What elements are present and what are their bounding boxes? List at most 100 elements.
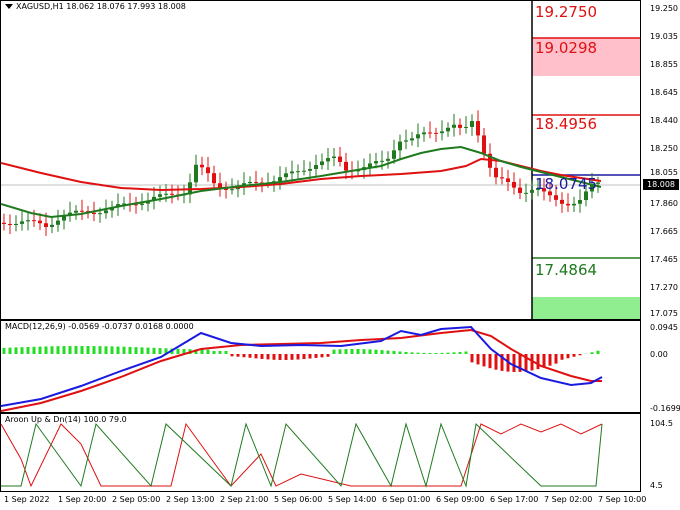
level-label-1: 19.2750 — [535, 3, 598, 21]
main-header: XAGUSD,H1 18.062 18.076 17.993 18.008 — [5, 2, 186, 11]
aroon-pane[interactable]: Aroon Up & Dn(14) 100.0 79.0 — [0, 413, 641, 492]
candle-body — [326, 158, 330, 162]
candle-body — [140, 203, 144, 205]
candle-body — [596, 182, 600, 184]
candle-body — [62, 216, 66, 221]
macd-histogram-bar — [152, 347, 156, 354]
candle-body — [368, 163, 372, 168]
macd-histogram-bar — [470, 354, 474, 363]
candle-body — [80, 210, 84, 212]
macd-histogram-bar — [212, 351, 216, 354]
macd-histogram-bar — [368, 349, 372, 354]
macd-tick: 0.00 — [650, 350, 668, 359]
macd-histogram-bar — [260, 354, 264, 359]
macd-histogram-bar — [50, 346, 54, 354]
macd-histogram-bar — [296, 354, 300, 360]
macd-histogram-bar — [386, 350, 390, 354]
candle-body — [194, 164, 198, 183]
macd-histogram-bar — [116, 346, 120, 354]
macd-histogram-bar — [2, 347, 6, 354]
candle-body — [284, 173, 288, 178]
candle-body — [440, 131, 444, 134]
macd-histogram-bar — [254, 354, 258, 359]
main-chart-pane[interactable]: XAGUSD,H1 18.062 18.076 17.993 18.008 19… — [0, 0, 641, 320]
macd-histogram-bar — [536, 354, 540, 370]
candle-body — [512, 181, 516, 188]
macd-histogram-bar — [404, 351, 408, 354]
price-tick: 17.860 — [650, 199, 678, 208]
macd-pane[interactable]: MACD(12,26,9) -0.0569 -0.0737 0.0168 0.0… — [0, 320, 641, 413]
macd-histogram-bar — [62, 346, 66, 354]
price-tick: 18.055 — [650, 168, 678, 177]
candle-body — [590, 183, 594, 192]
macd-histogram-bar — [566, 354, 570, 359]
candle-body — [170, 193, 174, 195]
aroon-canvas — [1, 422, 603, 488]
macd-histogram-bar — [494, 354, 498, 370]
macd-histogram-bar — [194, 349, 198, 354]
macd-histogram-bar — [266, 354, 270, 360]
macd-histogram-bar — [32, 346, 36, 354]
macd-histogram-bar — [26, 346, 30, 354]
aroon-tick: 104.5 — [650, 419, 673, 428]
macd-histogram-bar — [380, 350, 384, 354]
macd-histogram-bar — [482, 354, 486, 367]
macd-histogram-bar — [542, 354, 546, 368]
price-tick: 19.250 — [650, 4, 678, 13]
candle-body — [500, 177, 504, 179]
macd-histogram-bar — [308, 354, 312, 359]
macd-histogram-bar — [422, 352, 426, 354]
candle-body — [14, 223, 18, 226]
price-tick: 18.250 — [650, 144, 678, 153]
resistance-zone — [532, 38, 640, 76]
support-zone — [532, 297, 640, 319]
macd-histogram-bar — [320, 354, 324, 358]
macd-histogram-bar — [182, 348, 186, 354]
macd-histogram-bar — [452, 352, 456, 354]
macd-histogram-bar — [476, 354, 480, 365]
price-tick: 19.035 — [650, 32, 678, 41]
candle-body — [224, 188, 228, 190]
candle-body — [452, 124, 456, 128]
time-tick: 2 Sep 05:00 — [112, 495, 161, 504]
macd-histogram-bar — [518, 354, 522, 372]
candle-body — [122, 203, 126, 205]
candle-body — [344, 161, 348, 171]
macd-histogram-bar — [338, 349, 342, 354]
macd-histogram-bar — [548, 354, 552, 366]
candle-body — [398, 141, 402, 151]
macd-histogram-bar — [362, 349, 366, 354]
candle-body — [308, 168, 312, 171]
time-tick: 1 Sep 2022 — [4, 495, 50, 504]
macd-tick: 0.0945 — [650, 323, 678, 332]
macd-histogram-bar — [44, 346, 48, 354]
candle-body — [572, 203, 576, 206]
candle-body — [20, 221, 24, 224]
macd-main-line — [1, 325, 603, 407]
price-tick: 18.855 — [650, 60, 678, 69]
macd-tick: -0.1699 — [650, 404, 680, 413]
candle-body — [230, 189, 234, 191]
macd-histogram-bar — [350, 349, 354, 354]
candle-body — [374, 161, 378, 164]
candle-body — [494, 167, 498, 178]
candle-body — [332, 156, 336, 159]
candle-body — [458, 124, 462, 128]
candle-body — [314, 165, 318, 169]
dropdown-arrow-icon[interactable] — [5, 4, 13, 9]
macd-histogram-bar — [38, 346, 42, 354]
candle-body — [584, 191, 588, 201]
macd-header: MACD(12,26,9) -0.0569 -0.0737 0.0168 0.0… — [5, 322, 194, 331]
candle-body — [392, 150, 396, 159]
macd-histogram-bar — [500, 354, 504, 371]
macd-histogram-bar — [512, 354, 516, 372]
time-tick: 5 Sep 06:00 — [274, 495, 323, 504]
candle-body — [548, 191, 552, 196]
candle-body — [92, 212, 96, 214]
candle-body — [518, 187, 522, 193]
level-label-4: 18.0745 — [535, 175, 598, 193]
macd-histogram-bar — [488, 354, 492, 369]
candle-body — [8, 223, 12, 226]
macd-histogram-bar — [284, 354, 288, 360]
macd-histogram-bar — [140, 347, 144, 354]
